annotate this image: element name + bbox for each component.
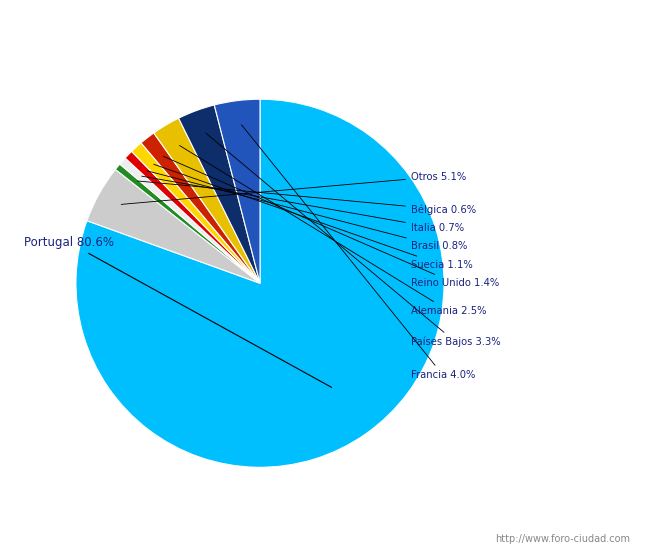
Text: Portugal 80.6%: Portugal 80.6% <box>25 236 332 387</box>
Text: Bélgica 0.6%: Bélgica 0.6% <box>137 181 476 215</box>
Text: Suecia 1.1%: Suecia 1.1% <box>153 164 473 270</box>
Text: Países Bajos 3.3%: Países Bajos 3.3% <box>206 133 500 348</box>
Wedge shape <box>87 169 260 283</box>
Text: Otros 5.1%: Otros 5.1% <box>121 172 466 205</box>
Wedge shape <box>116 164 260 283</box>
Text: Valencia de Alcántara - Turistas extranjeros según país - Octubre de 2024: Valencia de Alcántara - Turistas extranj… <box>79 20 571 32</box>
Text: Italia 0.7%: Italia 0.7% <box>142 176 464 233</box>
Wedge shape <box>214 99 260 283</box>
Text: Francia 4.0%: Francia 4.0% <box>241 125 475 380</box>
Wedge shape <box>125 151 260 283</box>
Wedge shape <box>179 105 260 283</box>
Wedge shape <box>131 143 260 283</box>
Wedge shape <box>154 118 260 283</box>
Text: Brasil 0.8%: Brasil 0.8% <box>147 171 467 251</box>
Text: Reino Unido 1.4%: Reino Unido 1.4% <box>163 156 499 288</box>
Wedge shape <box>120 158 260 283</box>
Text: http://www.foro-ciudad.com: http://www.foro-ciudad.com <box>495 535 630 544</box>
Text: Alemania 2.5%: Alemania 2.5% <box>179 146 486 316</box>
Wedge shape <box>141 133 260 283</box>
Wedge shape <box>76 99 444 467</box>
